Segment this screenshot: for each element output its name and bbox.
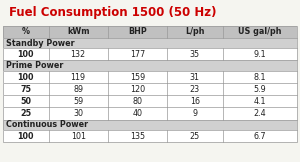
- Text: 159: 159: [130, 73, 145, 81]
- Text: 8.1: 8.1: [254, 73, 266, 81]
- Text: 75: 75: [20, 85, 31, 94]
- Text: 177: 177: [130, 50, 145, 59]
- Text: 16: 16: [190, 97, 200, 106]
- Text: 2.4: 2.4: [254, 109, 266, 118]
- Text: 120: 120: [130, 85, 145, 94]
- Text: 25: 25: [190, 132, 200, 141]
- Text: 89: 89: [73, 85, 83, 94]
- Text: 132: 132: [70, 50, 86, 59]
- Text: Prime Power: Prime Power: [6, 61, 63, 70]
- Text: Continuous Power: Continuous Power: [6, 120, 88, 129]
- Text: 35: 35: [190, 50, 200, 59]
- Text: 6.7: 6.7: [254, 132, 266, 141]
- Text: Standby Power: Standby Power: [6, 39, 75, 47]
- Text: 80: 80: [132, 97, 142, 106]
- Text: 4.1: 4.1: [254, 97, 266, 106]
- Text: kWm: kWm: [67, 27, 89, 36]
- Text: 119: 119: [70, 73, 86, 81]
- Text: L/ph: L/ph: [185, 27, 205, 36]
- Text: 135: 135: [130, 132, 145, 141]
- Text: 5.9: 5.9: [254, 85, 266, 94]
- Text: 23: 23: [190, 85, 200, 94]
- Text: BHP: BHP: [128, 27, 147, 36]
- Text: 100: 100: [18, 50, 34, 59]
- Text: 9.1: 9.1: [254, 50, 266, 59]
- Text: 50: 50: [20, 97, 31, 106]
- Text: 31: 31: [190, 73, 200, 81]
- Text: 100: 100: [18, 132, 34, 141]
- Text: 59: 59: [73, 97, 83, 106]
- Text: %: %: [22, 27, 30, 36]
- Text: Fuel Consumption 1500 (50 Hz): Fuel Consumption 1500 (50 Hz): [9, 6, 217, 19]
- Text: 40: 40: [132, 109, 142, 118]
- Text: 101: 101: [71, 132, 86, 141]
- Text: 25: 25: [20, 109, 32, 118]
- Text: 9: 9: [192, 109, 197, 118]
- Text: 100: 100: [18, 73, 34, 81]
- Text: 30: 30: [73, 109, 83, 118]
- Text: US gal/ph: US gal/ph: [238, 27, 282, 36]
